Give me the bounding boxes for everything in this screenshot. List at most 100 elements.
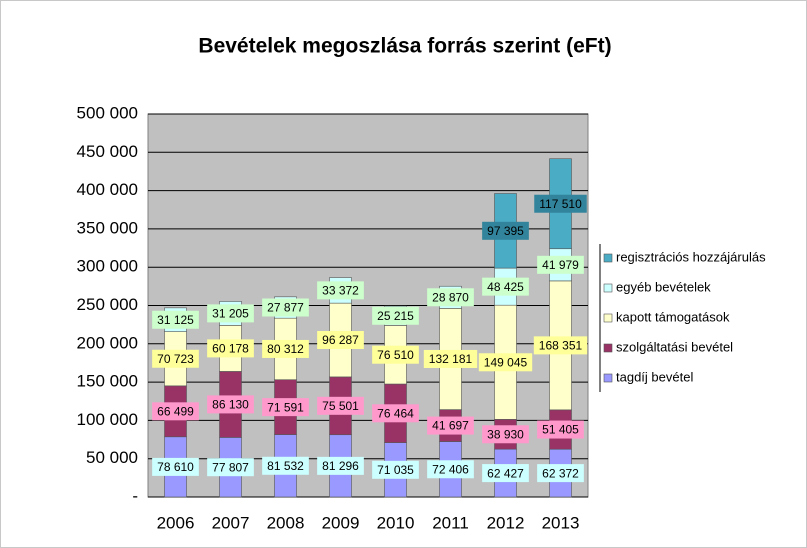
x-tick-label: 2008 <box>267 513 305 532</box>
value-label-bg <box>317 281 364 300</box>
value-label: 48 425 <box>482 277 529 296</box>
value-label: 81 532 <box>262 456 309 475</box>
value-label-bg <box>262 398 309 417</box>
value-label-text: 86 130 <box>212 398 249 412</box>
value-label: 80 312 <box>262 339 309 358</box>
value-label-text: 76 464 <box>377 406 414 420</box>
value-label: 77 807 <box>207 458 254 477</box>
value-label-bg <box>427 460 474 479</box>
legend-swatch <box>603 343 613 353</box>
x-tick-label: 2011 <box>432 513 469 532</box>
value-label-text: 31 125 <box>157 313 194 327</box>
value-label-bg <box>427 416 474 435</box>
value-label-bg <box>372 460 419 479</box>
x-tick-label: 2012 <box>487 513 525 532</box>
value-label: 72 406 <box>427 460 474 479</box>
value-label-bg <box>207 339 254 358</box>
value-label-bg <box>372 306 419 325</box>
legend-label: egyéb bevételek <box>616 279 711 294</box>
value-label-bg <box>482 464 529 483</box>
x-tick-label: 2013 <box>542 513 580 532</box>
value-label-bg <box>317 396 364 415</box>
value-label: 71 591 <box>262 398 309 417</box>
value-label-text: 117 510 <box>539 197 582 211</box>
value-label-text: 41 979 <box>542 258 579 272</box>
legend-swatch <box>603 313 613 323</box>
value-label-bg <box>262 298 309 317</box>
value-label-bg <box>427 288 474 307</box>
value-label: 25 215 <box>372 306 419 325</box>
value-label-bg <box>152 457 199 476</box>
value-label-text: 27 877 <box>267 301 304 315</box>
value-label-text: 38 930 <box>487 427 524 441</box>
value-label-text: 41 697 <box>432 419 469 433</box>
value-label-bg <box>423 349 478 368</box>
value-label-bg <box>317 456 364 475</box>
value-label: 41 697 <box>427 416 474 435</box>
value-label: 149 045 <box>478 353 533 372</box>
value-label-text: 77 807 <box>212 460 249 474</box>
value-label: 81 296 <box>317 456 364 475</box>
legend-label: szolgáltatási bevétel <box>616 339 733 354</box>
value-label-text: 51 405 <box>542 423 579 437</box>
value-label-bg <box>537 464 584 483</box>
y-tick-label: 300 000 <box>77 257 138 276</box>
x-tick-label: 2006 <box>157 513 195 532</box>
value-label-text: 78 610 <box>157 460 194 474</box>
value-label-text: 72 406 <box>432 462 469 476</box>
y-tick-label: 150 000 <box>77 372 138 391</box>
value-label-text: 28 870 <box>432 290 469 304</box>
value-label-text: 66 499 <box>157 404 194 418</box>
value-label-bg <box>372 404 419 423</box>
value-label-text: 149 045 <box>484 355 528 369</box>
value-label: 71 035 <box>372 460 419 479</box>
x-tick-label: 2007 <box>212 513 250 532</box>
value-label-bg <box>152 349 199 368</box>
value-label: 38 930 <box>482 425 529 444</box>
y-tick-label: 350 000 <box>77 218 138 237</box>
value-label-bg <box>482 425 529 444</box>
value-label: 62 372 <box>537 464 584 483</box>
y-tick-label: 500 000 <box>77 103 138 122</box>
value-label-bg <box>482 277 529 296</box>
value-label-text: 96 287 <box>322 333 359 347</box>
y-tick-label: 450 000 <box>77 142 138 161</box>
value-label: 70 723 <box>152 349 199 368</box>
y-tick-label: 200 000 <box>77 333 138 352</box>
value-label: 62 427 <box>482 464 529 483</box>
chart-title: Bevételek megoszlása forrás szerint (eFt… <box>198 35 611 58</box>
x-tick-label: 2009 <box>322 513 360 532</box>
value-label: 86 130 <box>207 395 254 414</box>
value-label-bg <box>482 221 529 240</box>
legend-label: tagdíj bevétel <box>616 369 693 384</box>
value-label-text: 60 178 <box>212 342 249 356</box>
value-label: 117 510 <box>534 194 587 213</box>
value-label-text: 71 591 <box>267 400 304 414</box>
value-label: 66 499 <box>152 402 199 421</box>
value-label: 132 181 <box>423 349 478 368</box>
value-label: 51 405 <box>537 420 584 439</box>
y-tick-label: - <box>132 486 138 505</box>
value-label: 75 501 <box>317 396 364 415</box>
value-label-bg <box>207 395 254 414</box>
value-label: 76 464 <box>372 404 419 423</box>
value-label-bg <box>537 255 584 274</box>
value-label: 60 178 <box>207 339 254 358</box>
legend-label: regisztrációs hozzájárulás <box>616 249 766 264</box>
value-label-text: 97 395 <box>487 224 524 238</box>
value-label-text: 75 501 <box>322 399 359 413</box>
value-label-bg <box>533 336 588 355</box>
value-label-text: 62 372 <box>542 466 579 480</box>
value-label: 168 351 <box>533 336 588 355</box>
value-label-bg <box>207 458 254 477</box>
value-label-bg <box>152 402 199 421</box>
value-label-text: 70 723 <box>157 352 194 366</box>
value-label: 27 877 <box>262 298 309 317</box>
x-tick-label: 2010 <box>377 513 415 532</box>
value-label-bg <box>152 310 199 329</box>
value-label-text: 31 205 <box>212 307 249 321</box>
legend-swatch <box>603 253 613 263</box>
value-label-bg <box>534 194 587 213</box>
value-label-text: 48 425 <box>487 280 524 294</box>
